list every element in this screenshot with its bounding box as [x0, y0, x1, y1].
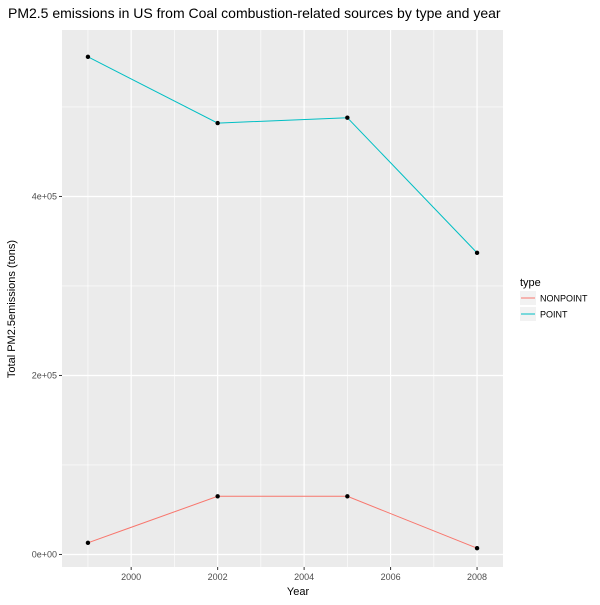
- legend-label-point: POINT: [540, 310, 568, 320]
- data-point-point: [345, 115, 350, 120]
- data-point-point: [474, 250, 480, 256]
- series-points: [85, 54, 480, 551]
- y-tick-label: 2e+05: [32, 370, 57, 380]
- legend: type NONPOINT POINT: [520, 277, 588, 321]
- series-lines: [87, 56, 478, 549]
- x-tick-label: 2006: [381, 572, 401, 582]
- legend-label-nonpoint: NONPOINT: [540, 294, 588, 304]
- legend-title: type: [520, 277, 541, 289]
- y-axis-label: Total PM2.5emissions (tons): [6, 240, 18, 378]
- legend-items: NONPOINT POINT: [520, 291, 588, 321]
- x-tick-label: 2002: [208, 572, 228, 582]
- data-point-nonpoint: [474, 546, 480, 551]
- y-tick-label: 0e+00: [32, 549, 57, 559]
- x-axis-label: Year: [287, 586, 310, 598]
- chart-title: PM2.5 emissions in US from Coal combusti…: [8, 5, 501, 21]
- data-point-nonpoint: [345, 494, 350, 499]
- data-point-point: [215, 120, 220, 126]
- plot-panel: [62, 30, 503, 567]
- x-axis: 2000 2002 2004 2006 2008: [121, 567, 487, 582]
- y-axis: 0e+00 2e+05 4e+05: [32, 191, 62, 559]
- data-point-point: [85, 54, 91, 60]
- data-point-nonpoint: [215, 494, 220, 499]
- x-tick-label: 2008: [467, 572, 487, 582]
- x-tick-label: 2004: [294, 572, 314, 582]
- x-tick-label: 2000: [121, 572, 141, 582]
- data-point-nonpoint: [85, 540, 91, 546]
- series-line-point: [87, 56, 478, 254]
- series-line-nonpoint: [87, 495, 478, 549]
- y-tick-label: 4e+05: [32, 191, 57, 201]
